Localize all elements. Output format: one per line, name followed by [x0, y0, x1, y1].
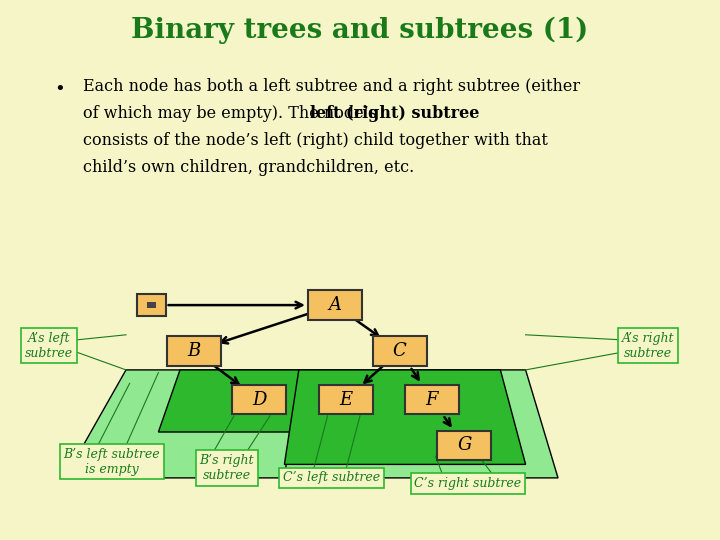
Text: C: C [392, 342, 407, 360]
FancyBboxPatch shape [373, 336, 426, 366]
Text: •: • [54, 81, 65, 99]
FancyBboxPatch shape [232, 384, 287, 415]
Text: D: D [252, 390, 266, 409]
FancyBboxPatch shape [438, 431, 491, 460]
Text: Binary trees and subtrees (1): Binary trees and subtrees (1) [131, 16, 589, 44]
Polygon shape [284, 370, 558, 478]
Text: B: B [188, 342, 201, 360]
Bar [147, 302, 156, 308]
Text: A: A [328, 296, 341, 314]
Text: A’s right
subtree: A’s right subtree [622, 332, 674, 360]
FancyBboxPatch shape [167, 336, 222, 366]
FancyBboxPatch shape [319, 384, 373, 415]
Text: F: F [426, 390, 438, 409]
Text: child’s own children, grandchildren, etc.: child’s own children, grandchildren, etc… [83, 159, 414, 176]
FancyBboxPatch shape [137, 294, 166, 316]
Text: B’s left subtree
is empty: B’s left subtree is empty [63, 448, 160, 476]
FancyBboxPatch shape [405, 384, 459, 415]
Text: G: G [457, 436, 472, 455]
Text: C’s left subtree: C’s left subtree [283, 471, 379, 484]
Text: Each node has both a left subtree and a right subtree (either: Each node has both a left subtree and a … [83, 78, 580, 95]
Text: C’s right subtree: C’s right subtree [415, 477, 521, 490]
Text: A’s left
subtree: A’s left subtree [25, 332, 73, 360]
FancyBboxPatch shape [308, 291, 362, 320]
Text: of which may be empty). The node’s: of which may be empty). The node’s [83, 105, 382, 122]
Polygon shape [65, 370, 313, 478]
Text: consists of the node’s left (right) child together with that: consists of the node’s left (right) chil… [83, 132, 548, 149]
Text: B’s right
subtree: B’s right subtree [199, 454, 254, 482]
Text: left (right) subtree: left (right) subtree [310, 105, 479, 122]
Text: E: E [339, 390, 352, 409]
Polygon shape [158, 370, 317, 432]
Polygon shape [284, 370, 526, 464]
